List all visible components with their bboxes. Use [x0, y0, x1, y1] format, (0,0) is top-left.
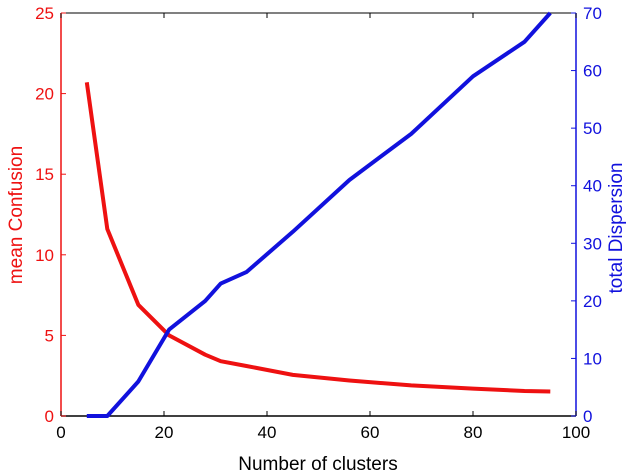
right-y-tick-label: 20	[583, 292, 602, 311]
plot-area	[60, 12, 577, 417]
left-y-axis: 0 5 10 15 20 25	[35, 4, 66, 426]
right-y-tick-label: 0	[583, 407, 592, 426]
total-dispersion-line	[86, 11, 552, 418]
x-axis: 0 20 40 60 80 100	[56, 13, 590, 442]
x-tick-label: 80	[464, 423, 483, 442]
x-tick-label: 20	[155, 423, 174, 442]
left-y-tick-label: 5	[45, 326, 54, 345]
right-y-tick-label: 40	[583, 177, 602, 196]
right-y-tick-label: 30	[583, 234, 602, 253]
left-y-tick-label: 25	[35, 4, 54, 23]
left-y-tick-label: 20	[35, 85, 54, 104]
x-tick-label: 100	[562, 423, 590, 442]
left-y-tick-label: 15	[35, 165, 54, 184]
right-y-tick-label: 10	[583, 349, 602, 368]
x-tick-label: 0	[56, 423, 65, 442]
left-y-tick-label: 0	[45, 407, 54, 426]
right-y-tick-label: 50	[583, 119, 602, 138]
left-y-tick-label: 10	[35, 246, 54, 265]
series-layer	[84, 11, 552, 418]
x-tick-label: 40	[258, 423, 277, 442]
mean-confusion-line	[84, 82, 551, 394]
right-y-tick-label: 60	[583, 62, 602, 81]
right-y-tick-label: 70	[583, 4, 602, 23]
x-axis-title: Number of clusters	[238, 454, 397, 475]
x-tick-label: 60	[361, 423, 380, 442]
right-y-axis: 0 10 20 30 40 50 60 70	[571, 4, 602, 426]
left-y-axis-title: mean Confusion	[6, 146, 27, 284]
right-y-axis-title: total Dispersion	[606, 163, 627, 294]
